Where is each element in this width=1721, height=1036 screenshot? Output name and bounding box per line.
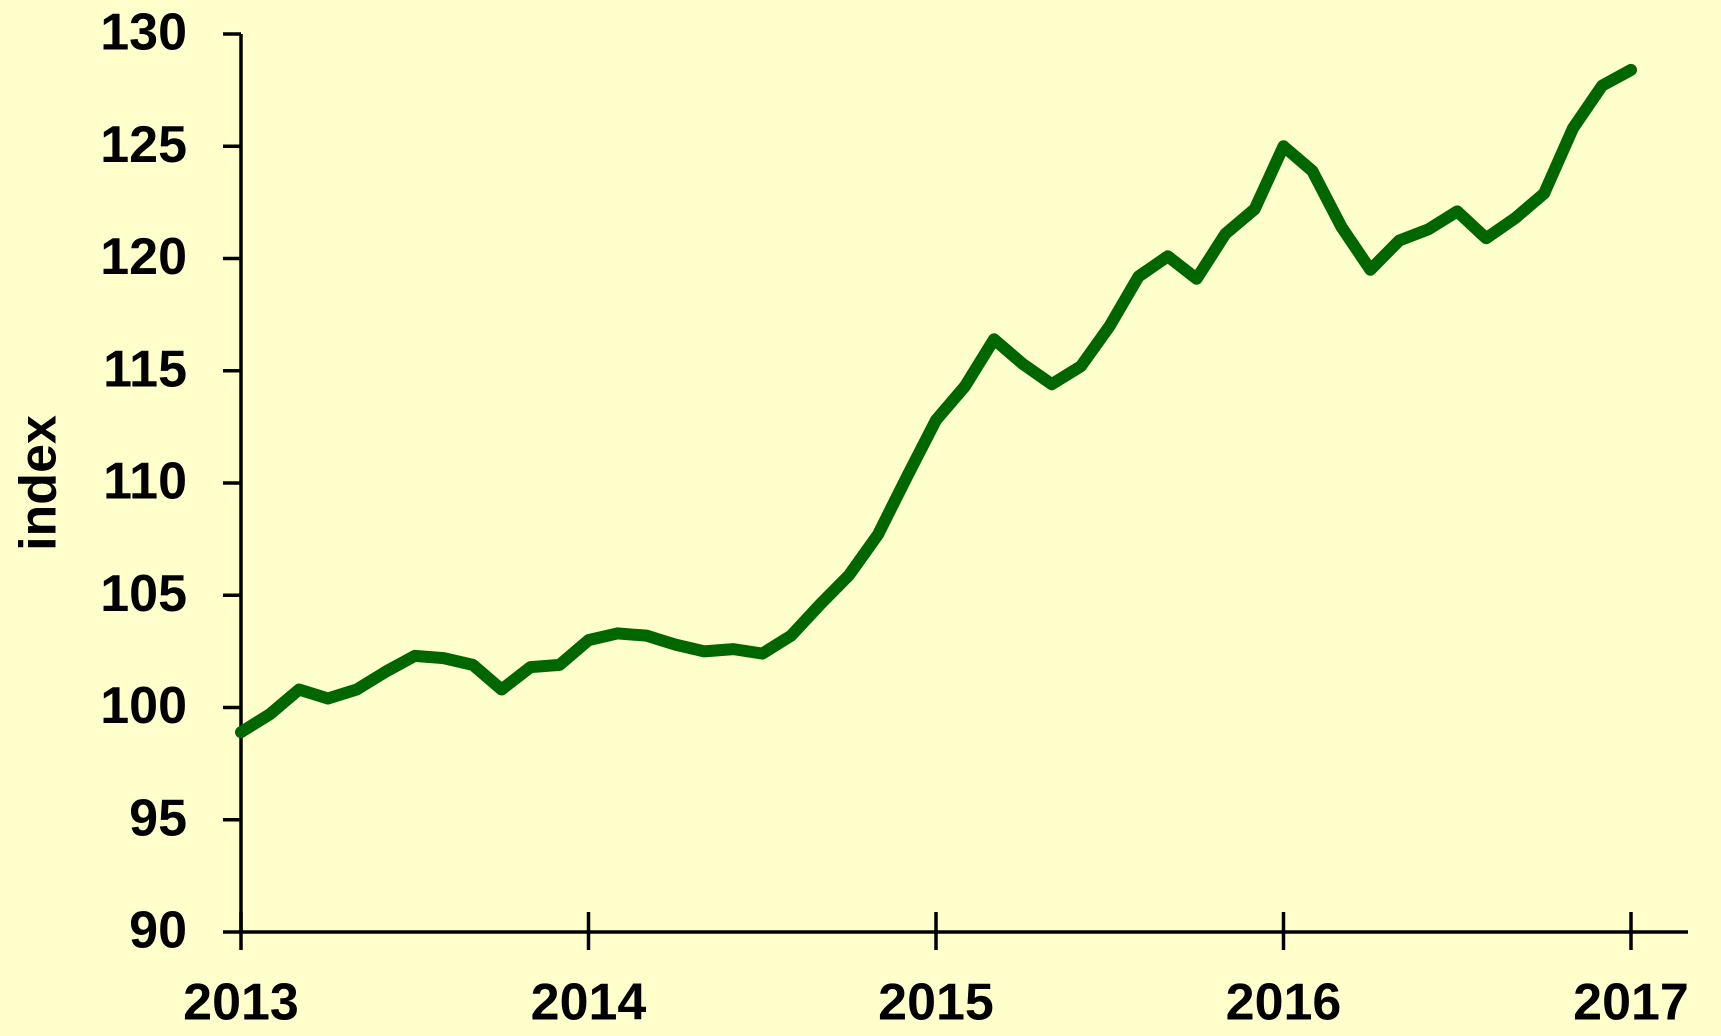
x-tick-label: 2014 <box>531 974 647 1032</box>
y-tick-label: 125 <box>100 116 187 174</box>
y-tick-label: 130 <box>100 4 187 62</box>
x-tick-label: 2017 <box>1573 974 1689 1032</box>
y-tick-label: 95 <box>129 789 187 847</box>
y-tick-label: 120 <box>100 228 187 286</box>
line-series <box>235 63 1637 739</box>
y-axis-label: index <box>10 415 68 551</box>
y-tick-label: 105 <box>100 565 187 623</box>
x-tick-label: 2015 <box>878 974 994 1032</box>
y-tick-label: 110 <box>103 453 187 511</box>
x-tick-label: 2016 <box>1226 974 1342 1032</box>
y-tick-label: 100 <box>100 677 187 735</box>
x-tick-label: 2013 <box>183 974 299 1032</box>
y-tick-label: 115 <box>103 340 187 398</box>
y-tick-label: 90 <box>129 902 187 960</box>
